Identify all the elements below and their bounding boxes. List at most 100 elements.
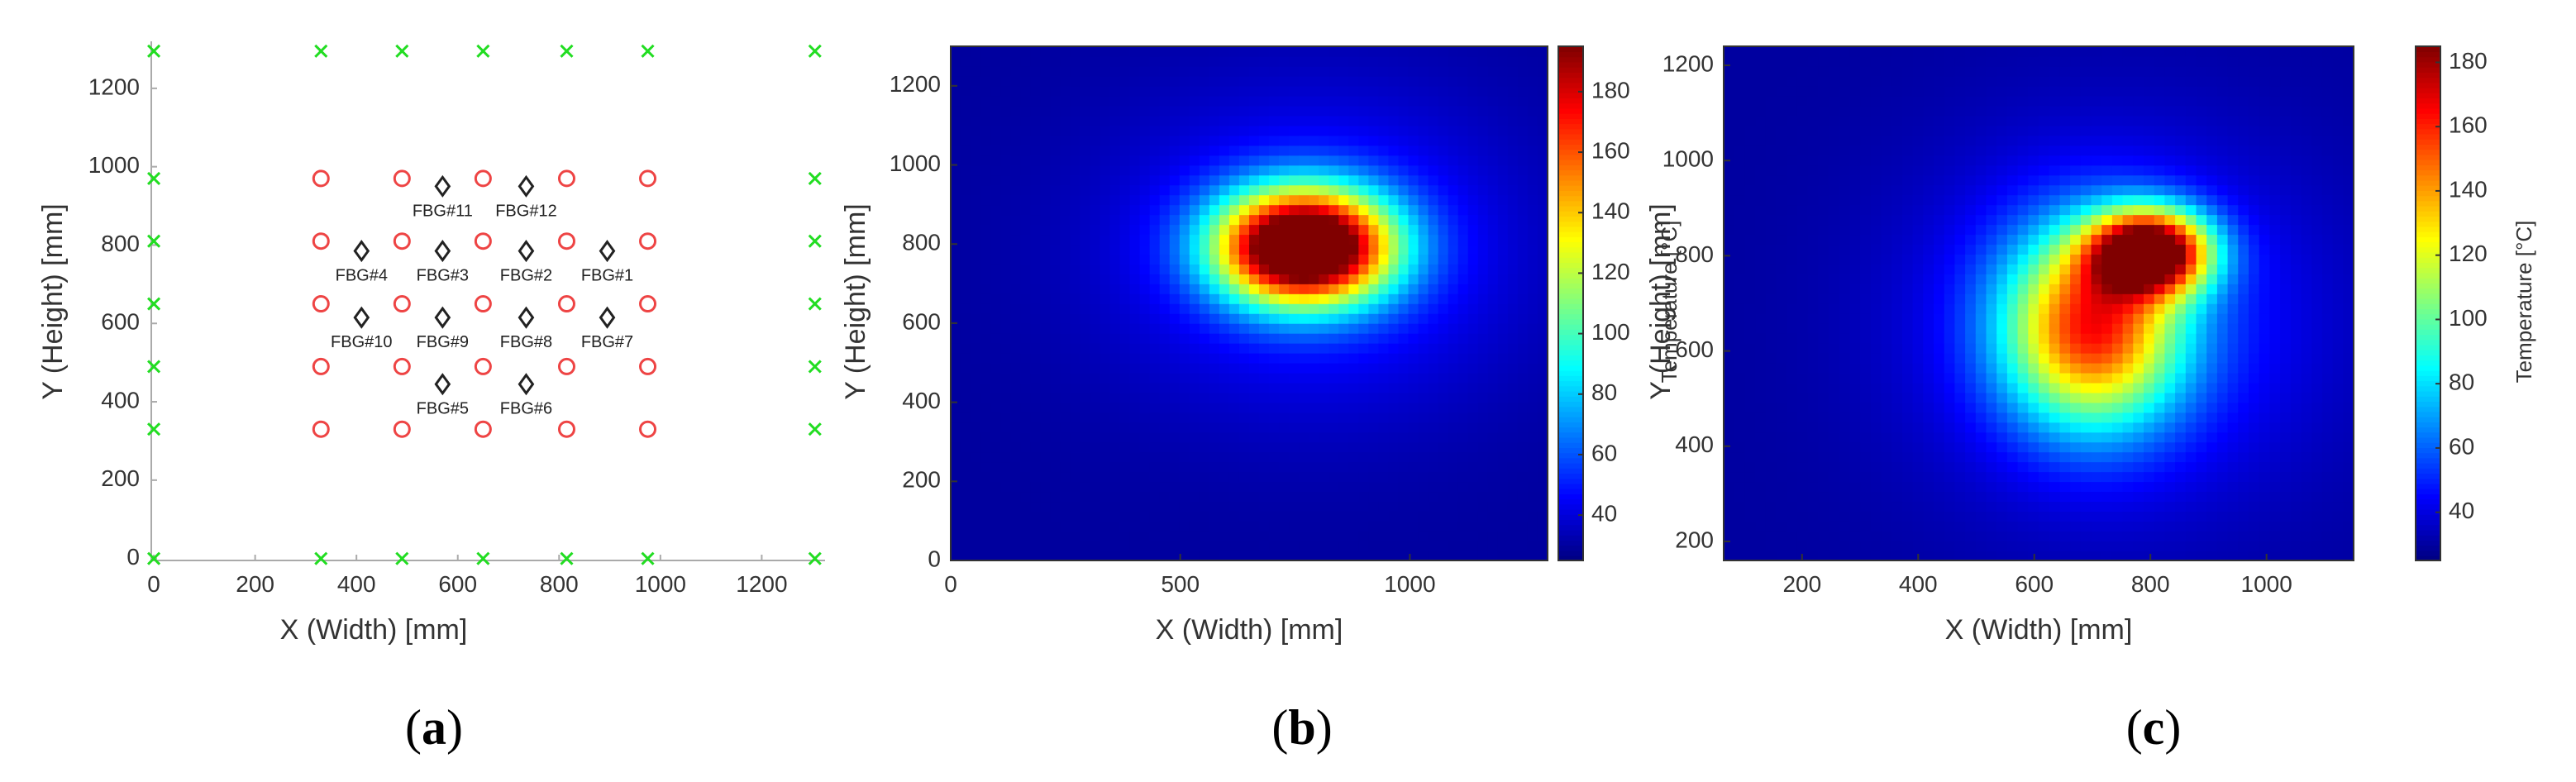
panel-b-heatmap-cell [1249, 332, 1260, 344]
panel-b-heatmap-cell [1060, 204, 1071, 216]
panel-b-heatmap-cell [1338, 491, 1350, 503]
panel-b-heatmap-cell [1228, 362, 1240, 374]
panel-b-heatmap-cell [1279, 125, 1290, 136]
panel-b-heatmap-cell [980, 105, 991, 117]
panel-c-heatmap-cell [1975, 541, 1987, 551]
panel-b-colorbar-segment [1558, 365, 1583, 371]
panel-c-heatmap-cell [1839, 194, 1851, 206]
panel-c-heatmap-cell [1912, 422, 1925, 433]
panel-c-heatmap-cell [1807, 85, 1820, 97]
panel-b-heatmap-cell [1348, 234, 1360, 246]
panel-b-colorbar-segment [1558, 138, 1583, 145]
panel-c-heatmap-cell [2028, 362, 2039, 374]
panel-b-heatmap-cell [1358, 511, 1370, 522]
panel-b-heatmap-cell [1368, 274, 1380, 284]
panel-b-heatmap-cell [1030, 342, 1042, 354]
panel-b-heatmap-cell [1080, 491, 1091, 503]
panel-b-heatmap-cell [1309, 254, 1320, 265]
panel-c-heatmap-cell [1765, 392, 1777, 403]
panel-c-heatmap-cell [1776, 145, 1787, 156]
panel-b-heatmap-cell [980, 194, 991, 206]
panel-b-colorbar-segment [1558, 226, 1583, 232]
panel-b-heatmap-cell [1348, 274, 1360, 284]
panel-c-heatmap-cell [1901, 332, 1914, 344]
panel-b-heatmap-cell [971, 531, 981, 541]
panel-c-heatmap-cell [1796, 342, 1809, 354]
panel-c-heatmap-cell [1755, 372, 1767, 384]
panel-b-heatmap-cell [1487, 541, 1499, 551]
panel-c-heatmap-cell [1744, 521, 1756, 532]
panel-c-heatmap-cell [2006, 352, 2019, 364]
panel-b-heatmap-cell [951, 95, 961, 107]
panel-b-heatmap-cell [1319, 481, 1330, 493]
panel-c-heatmap-cell [1829, 254, 1840, 265]
panel-c-heatmap-cell [1901, 46, 1914, 57]
panel-b-heatmap-cell [1408, 471, 1419, 483]
panel-b-heatmap-cell [1159, 531, 1171, 541]
panel-b-heatmap-cell [1238, 531, 1250, 541]
panel-b-heatmap-cell [1129, 155, 1141, 166]
panel-b-heatmap-cell [1457, 115, 1469, 126]
panel-b-heatmap-cell [1000, 432, 1011, 443]
panel-b-heatmap-cell [1119, 194, 1131, 206]
panel-b-heatmap-cell [1070, 274, 1081, 284]
panel-c-heatmap-cell [1839, 461, 1851, 473]
panel-b-heatmap-cell [1139, 174, 1151, 186]
panel-c-heatmap-cell [1849, 55, 1861, 67]
panel-b-heatmap-cell [1378, 332, 1390, 344]
panel-b-heatmap-cell [1507, 55, 1519, 67]
panel-b-heatmap-cell [1398, 284, 1410, 294]
panel-b-heatmap-cell [1299, 521, 1309, 532]
panel-b-heatmap-cell [1408, 125, 1419, 136]
panel-b-heatmap-cell [971, 165, 981, 176]
panel-c-heatmap-cell [1839, 75, 1851, 87]
panel-b-heatmap-cell [1259, 214, 1270, 226]
panel-b-heatmap-cell [1119, 451, 1131, 463]
panel-b-colorbar-segment [1558, 390, 1583, 397]
panel-c-heatmap-cell [1796, 332, 1809, 344]
panel-b-heatmap-cell [1100, 155, 1111, 166]
panel-b-heatmap-cell [1378, 125, 1390, 136]
panel-b-heatmap-cell [1169, 521, 1181, 532]
panel-c-heatmap-cell [1849, 481, 1861, 493]
panel-b-heatmap-cell [1309, 174, 1320, 186]
panel-b-heatmap-cell [951, 402, 961, 413]
panel-c-heatmap-cell [1860, 501, 1872, 512]
panel-b-heatmap-cell [980, 264, 991, 274]
panel-c-heatmap-cell [1954, 214, 1966, 226]
panel-c-heatmap-cell [1881, 115, 1892, 126]
panel-c-heatmap-cell [1881, 432, 1892, 443]
panel-b-heatmap-cell [1329, 303, 1340, 314]
panel-b-heatmap-cell [1497, 322, 1509, 334]
panel-c-heatmap-cell [1975, 293, 1987, 304]
panel-c-heatmap-cell [1912, 204, 1925, 216]
panel-b-heatmap-cell [1119, 234, 1131, 246]
panel-c-heatmap-cell [1912, 234, 1925, 246]
panel-b-heatmap-cell [1249, 412, 1260, 423]
panel-b-heatmap-cell [1388, 55, 1400, 67]
panel-b-heatmap-cell [1169, 194, 1181, 206]
panel-b-heatmap-cell [1348, 412, 1360, 423]
green-cross-stroke [147, 234, 161, 248]
panel-b-heatmap-cell [1100, 125, 1111, 136]
panel-b-heatmap-cell [1507, 342, 1519, 354]
panel-b-heatmap-cell [1119, 214, 1131, 226]
panel-b-heatmap-cell [1418, 214, 1429, 226]
panel-b-heatmap-cell [1378, 55, 1390, 67]
panel-c-heatmap-cell [1744, 204, 1756, 216]
panel-b-heatmap-cell [1119, 264, 1131, 274]
panel-c-heatmap-cell [1954, 125, 1966, 136]
panel-b-heatmap-cell [1368, 155, 1380, 166]
panel-c-heatmap-cell [1996, 422, 2008, 433]
panel-c-heatmap-cell [1734, 46, 1746, 57]
panel-b-heatmap-cell [1309, 184, 1320, 196]
panel-c-heatmap-cell [1839, 274, 1851, 284]
panel-b-heatmap-cell [1329, 471, 1340, 483]
panel-b-heatmap-cell [1309, 85, 1320, 97]
panel-b-heatmap-cell [1418, 451, 1429, 463]
panel-c-heatmap-cell [2017, 145, 2030, 156]
panel-b-heatmap-cell [1448, 362, 1459, 374]
panel-c-heatmap-cell [1923, 461, 1934, 473]
panel-b-heatmap-cell [1299, 491, 1309, 503]
panel-b-heatmap-cell [1119, 541, 1131, 551]
